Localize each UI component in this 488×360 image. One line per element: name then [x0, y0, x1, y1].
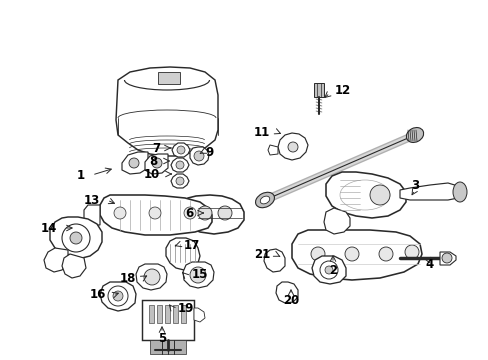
Polygon shape [44, 248, 68, 272]
Circle shape [378, 247, 392, 261]
Polygon shape [399, 183, 461, 200]
Bar [157, 305, 162, 323]
Polygon shape [291, 230, 421, 280]
Text: 18: 18 [120, 271, 136, 284]
Circle shape [177, 146, 184, 154]
Circle shape [194, 151, 203, 161]
Bar [150, 340, 185, 354]
Circle shape [404, 245, 418, 259]
Circle shape [70, 232, 82, 244]
Text: 14: 14 [41, 221, 57, 234]
Polygon shape [325, 172, 405, 218]
Circle shape [319, 261, 337, 279]
Circle shape [369, 185, 389, 205]
Circle shape [176, 161, 183, 169]
Polygon shape [267, 145, 278, 155]
Circle shape [183, 207, 196, 219]
Text: 17: 17 [183, 239, 200, 252]
Polygon shape [84, 205, 100, 225]
Circle shape [345, 247, 358, 261]
Polygon shape [180, 195, 244, 234]
Circle shape [113, 291, 123, 301]
Text: 7: 7 [152, 141, 160, 154]
Ellipse shape [255, 192, 274, 208]
Text: 20: 20 [282, 293, 299, 306]
Polygon shape [311, 256, 346, 284]
Circle shape [287, 142, 297, 152]
Polygon shape [165, 238, 200, 270]
Circle shape [149, 207, 161, 219]
Polygon shape [122, 152, 148, 174]
Ellipse shape [452, 182, 466, 202]
Polygon shape [100, 282, 136, 311]
Text: 21: 21 [253, 248, 269, 261]
Circle shape [152, 158, 162, 168]
Bar [313, 83, 324, 97]
Circle shape [441, 253, 451, 263]
Text: 9: 9 [204, 145, 213, 158]
Polygon shape [171, 174, 189, 188]
Text: 11: 11 [253, 126, 269, 139]
Text: 5: 5 [158, 332, 166, 345]
Polygon shape [100, 195, 212, 235]
Text: 13: 13 [83, 194, 100, 207]
Text: 12: 12 [334, 84, 350, 96]
Text: 10: 10 [143, 167, 160, 180]
Circle shape [114, 207, 126, 219]
Polygon shape [183, 262, 214, 288]
Polygon shape [194, 308, 204, 322]
Bar [142, 300, 194, 340]
Circle shape [310, 247, 325, 261]
Polygon shape [190, 147, 208, 165]
Circle shape [108, 286, 128, 306]
Circle shape [62, 224, 90, 252]
Polygon shape [50, 217, 102, 258]
Circle shape [176, 177, 183, 185]
Polygon shape [145, 154, 168, 174]
Text: 16: 16 [89, 288, 106, 302]
Text: 6: 6 [184, 207, 193, 220]
Text: 3: 3 [410, 179, 418, 192]
Polygon shape [324, 208, 349, 234]
Text: 15: 15 [192, 269, 208, 282]
Polygon shape [264, 249, 285, 272]
Text: 8: 8 [149, 154, 158, 167]
Circle shape [198, 206, 212, 220]
Circle shape [218, 206, 231, 220]
Text: 4: 4 [425, 258, 433, 271]
Bar [164, 305, 170, 323]
Polygon shape [62, 254, 86, 278]
Circle shape [190, 267, 205, 283]
Polygon shape [172, 143, 190, 157]
Circle shape [143, 269, 160, 285]
Polygon shape [439, 252, 455, 265]
Bar [158, 72, 180, 84]
Polygon shape [116, 67, 218, 156]
Text: 2: 2 [328, 264, 336, 276]
Polygon shape [136, 264, 167, 290]
Ellipse shape [260, 196, 269, 204]
Text: 19: 19 [178, 302, 194, 315]
Text: 1: 1 [77, 168, 85, 181]
Polygon shape [171, 158, 189, 172]
Ellipse shape [406, 127, 423, 143]
Polygon shape [278, 133, 307, 160]
Polygon shape [275, 282, 297, 303]
Bar [181, 305, 185, 323]
Bar [173, 305, 178, 323]
Circle shape [129, 158, 139, 168]
Bar [149, 305, 154, 323]
Circle shape [325, 266, 332, 274]
